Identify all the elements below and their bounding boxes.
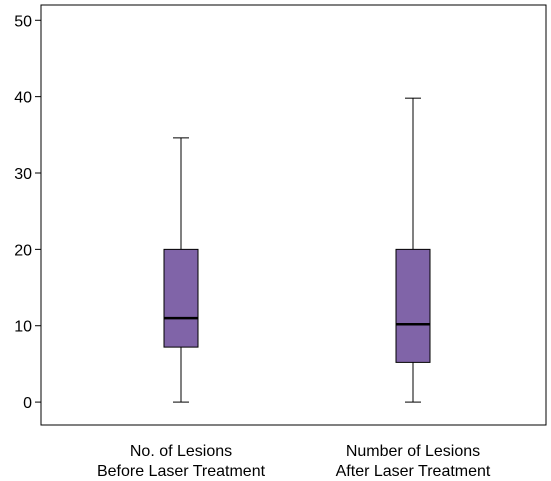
box-series: [163, 97, 431, 403]
x-axis-labels: No. of Lesions Before Laser Treatment Nu…: [97, 443, 491, 480]
box-1-iqr: [163, 248, 199, 348]
y-tick-label-30: 30: [14, 166, 32, 183]
category-label-1-line-2: Before Laser Treatment: [97, 463, 266, 480]
category-label-2-line-1: Number of Lesions: [346, 443, 480, 460]
y-axis: 0 10 20 30 40 50: [14, 13, 41, 412]
category-label-1-line-1: No. of Lesions: [130, 443, 232, 460]
y-tick-label-10: 10: [14, 319, 32, 336]
y-tick-label-40: 40: [14, 90, 32, 107]
y-tick-label-20: 20: [14, 242, 32, 259]
y-tick-label-0: 0: [23, 395, 32, 412]
plot-frame: [40, 4, 547, 426]
category-label-2-line-2: After Laser Treatment: [336, 463, 491, 480]
y-tick-label-50: 50: [14, 13, 32, 30]
box-2-iqr: [395, 248, 431, 363]
